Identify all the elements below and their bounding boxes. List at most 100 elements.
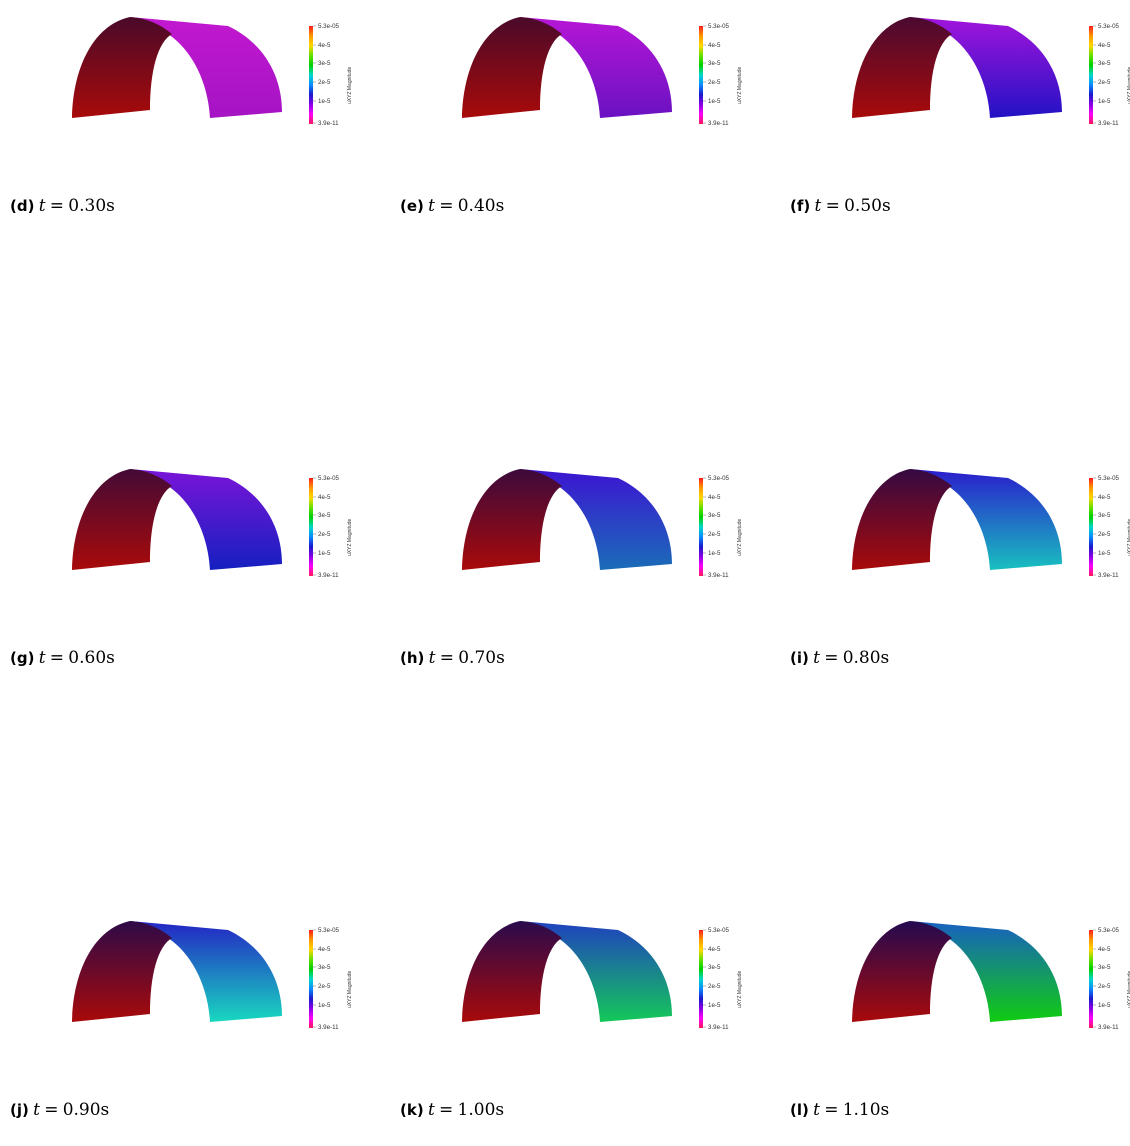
arch-left-surface [72, 921, 172, 1022]
equals-sign: = [825, 196, 840, 216]
colorbar-tick-label: 3e-5 [1098, 60, 1111, 67]
colorbar-tick-label: 2e-5 [708, 531, 721, 538]
colorbar-min-label: 3.9e-11 [708, 120, 729, 127]
figure-panel: 5.3e-05 4e-5 3e-5 2e-5 1e-5 3.9e-11 uXYZ Magni… [390, 12, 760, 242]
colorbar-gradient [1089, 478, 1093, 576]
colorbar-tick-label: 2e-5 [318, 79, 331, 86]
colorbar-title: uXYZ Magnitude [347, 67, 353, 104]
colorbar-tick-label: 2e-5 [318, 531, 331, 538]
colorbar-min-label: 3.9e-11 [1098, 572, 1119, 579]
colorbar-min-label: 3.9e-11 [1098, 120, 1119, 127]
arch-right-surface [130, 469, 282, 570]
panel-letter: (d) [10, 197, 35, 215]
plot-wrapper: 5.3e-05 4e-5 3e-5 2e-5 1e-5 3.9e-11 uXYZ Magni… [780, 464, 1130, 589]
colorbar: 5.3e-05 4e-5 3e-5 2e-5 1e-5 3.9e-11 uXYZ Magni… [699, 927, 743, 1031]
colorbar-min-label: 3.9e-11 [708, 572, 729, 579]
colorbar-tick-label: 4e-5 [1098, 42, 1111, 49]
colorbar: 5.3e-05 4e-5 3e-5 2e-5 1e-5 3.9e-11 uXYZ Magni… [1089, 475, 1130, 579]
arch-left-surface [852, 469, 952, 570]
equals-sign: = [49, 648, 65, 668]
colorbar-gradient [1089, 930, 1093, 1028]
colorbar-tick-label: 1e-5 [318, 550, 331, 557]
time-value: 0.70s [458, 648, 505, 668]
colorbar-tick-label: 4e-5 [318, 494, 331, 501]
colorbar-tick-label: 3e-5 [708, 60, 721, 67]
arch-right-surface [910, 17, 1062, 118]
figure-panel: 5.3e-05 4e-5 3e-5 2e-5 1e-5 3.9e-11 uXYZ Magni… [780, 916, 1130, 1146]
time-symbol: t [813, 648, 820, 668]
arch-left-surface [462, 921, 562, 1022]
colorbar-tick-label: 1e-5 [708, 98, 721, 105]
colorbar-tick-label: 3e-5 [708, 512, 721, 519]
colorbar: 5.3e-05 4e-5 3e-5 2e-5 1e-5 3.9e-11 uXYZ Magni… [309, 927, 353, 1031]
figure-panel: 5.3e-05 4e-5 3e-5 2e-5 1e-5 3.9e-11 uXYZ Magni… [0, 464, 370, 694]
colorbar-min-label: 3.9e-11 [1098, 1024, 1119, 1031]
arch-plot: 5.3e-05 4e-5 3e-5 2e-5 1e-5 3.9e-11 uXYZ Magni… [852, 17, 1130, 127]
colorbar-tick-label: 2e-5 [708, 79, 721, 86]
figure-panel: 5.3e-05 4e-5 3e-5 2e-5 1e-5 3.9e-11 uXYZ Magni… [0, 12, 370, 242]
time-symbol: t [814, 196, 822, 216]
panel-letter: (f) [790, 197, 811, 215]
colorbar-max-label: 5.3e-05 [708, 23, 730, 30]
panel-caption: (e) t = 0.40s [400, 196, 504, 216]
colorbar-tick-label: 1e-5 [1098, 98, 1111, 105]
panel-caption: (k) t = 1.00s [400, 1100, 504, 1120]
equals-sign: = [439, 1100, 454, 1120]
colorbar-title: uXYZ Magnitude [1127, 971, 1130, 1008]
figure-panel: 5.3e-05 4e-5 3e-5 2e-5 1e-5 3.9e-11 uXYZ Magni… [780, 12, 1130, 242]
panel-letter: (j) [10, 1101, 29, 1119]
time-symbol: t [428, 196, 435, 216]
equals-sign: = [49, 196, 65, 216]
colorbar-max-label: 5.3e-05 [1098, 23, 1120, 30]
colorbar-title: uXYZ Magnitude [1127, 519, 1130, 556]
colorbar-tick-label: 2e-5 [318, 983, 331, 990]
colorbar-title: uXYZ Magnitude [737, 971, 743, 1008]
equals-sign: = [44, 1100, 59, 1120]
arch-right-surface [520, 921, 672, 1022]
colorbar-tick-label: 2e-5 [1098, 79, 1111, 86]
time-value: 0.80s [842, 648, 890, 668]
arch-plot: 5.3e-05 4e-5 3e-5 2e-5 1e-5 3.9e-11 uXYZ Magni… [462, 921, 743, 1031]
colorbar-tick-label: 1e-5 [1098, 1002, 1111, 1009]
colorbar-tick-label: 1e-5 [708, 1002, 721, 1009]
colorbar-title: uXYZ Magnitude [347, 519, 353, 556]
arch-left-surface [852, 921, 952, 1022]
time-value: 0.30s [68, 196, 115, 216]
arch-left-surface [462, 469, 562, 570]
arch-left-surface [462, 17, 562, 118]
plot-wrapper: 5.3e-05 4e-5 3e-5 2e-5 1e-5 3.9e-11 uXYZ Magni… [390, 916, 760, 1041]
panel-caption: (h) t = 0.70s [400, 648, 505, 668]
colorbar: 5.3e-05 4e-5 3e-5 2e-5 1e-5 3.9e-11 uXYZ Magni… [699, 23, 743, 127]
figure-panel: 5.3e-05 4e-5 3e-5 2e-5 1e-5 3.9e-11 uXYZ Magni… [780, 464, 1130, 694]
arch-left-surface [72, 469, 172, 570]
colorbar-tick-label: 2e-5 [1098, 531, 1111, 538]
panel-caption: (i) t = 0.80s [790, 648, 889, 668]
arch-plot: 5.3e-05 4e-5 3e-5 2e-5 1e-5 3.9e-11 uXYZ Magni… [852, 469, 1130, 579]
arch-plot: 5.3e-05 4e-5 3e-5 2e-5 1e-5 3.9e-11 uXYZ Magni… [462, 469, 743, 579]
colorbar-gradient [699, 930, 703, 1028]
arch-plot: 5.3e-05 4e-5 3e-5 2e-5 1e-5 3.9e-11 uXYZ Magni… [852, 921, 1130, 1031]
colorbar-min-label: 3.9e-11 [318, 572, 339, 579]
arch-right-surface [130, 17, 282, 118]
colorbar-min-label: 3.9e-11 [708, 1024, 729, 1031]
plot-wrapper: 5.3e-05 4e-5 3e-5 2e-5 1e-5 3.9e-11 uXYZ Magni… [0, 464, 370, 589]
colorbar-tick-label: 3e-5 [318, 512, 331, 519]
arch-plot: 5.3e-05 4e-5 3e-5 2e-5 1e-5 3.9e-11 uXYZ Magni… [72, 17, 353, 127]
colorbar-max-label: 5.3e-05 [318, 23, 340, 30]
panel-letter: (i) [790, 649, 809, 667]
colorbar: 5.3e-05 4e-5 3e-5 2e-5 1e-5 3.9e-11 uXYZ Magni… [309, 475, 353, 579]
colorbar-tick-label: 3e-5 [1098, 512, 1111, 519]
colorbar-tick-label: 4e-5 [708, 494, 721, 501]
arch-right-surface [520, 469, 672, 570]
time-symbol: t [813, 1100, 820, 1120]
time-value: 0.90s [62, 1100, 110, 1120]
time-value: 1.10s [842, 1100, 890, 1120]
panel-caption: (l) t = 1.10s [790, 1100, 889, 1120]
colorbar-tick-label: 2e-5 [1098, 983, 1111, 990]
arch-left-surface [852, 17, 952, 118]
panel-caption: (f) t = 0.50s [790, 196, 891, 216]
panel-caption: (g) t = 0.60s [10, 648, 115, 668]
colorbar-title: uXYZ Magnitude [737, 519, 743, 556]
colorbar-max-label: 5.3e-05 [318, 475, 340, 482]
colorbar-tick-label: 4e-5 [1098, 494, 1111, 501]
